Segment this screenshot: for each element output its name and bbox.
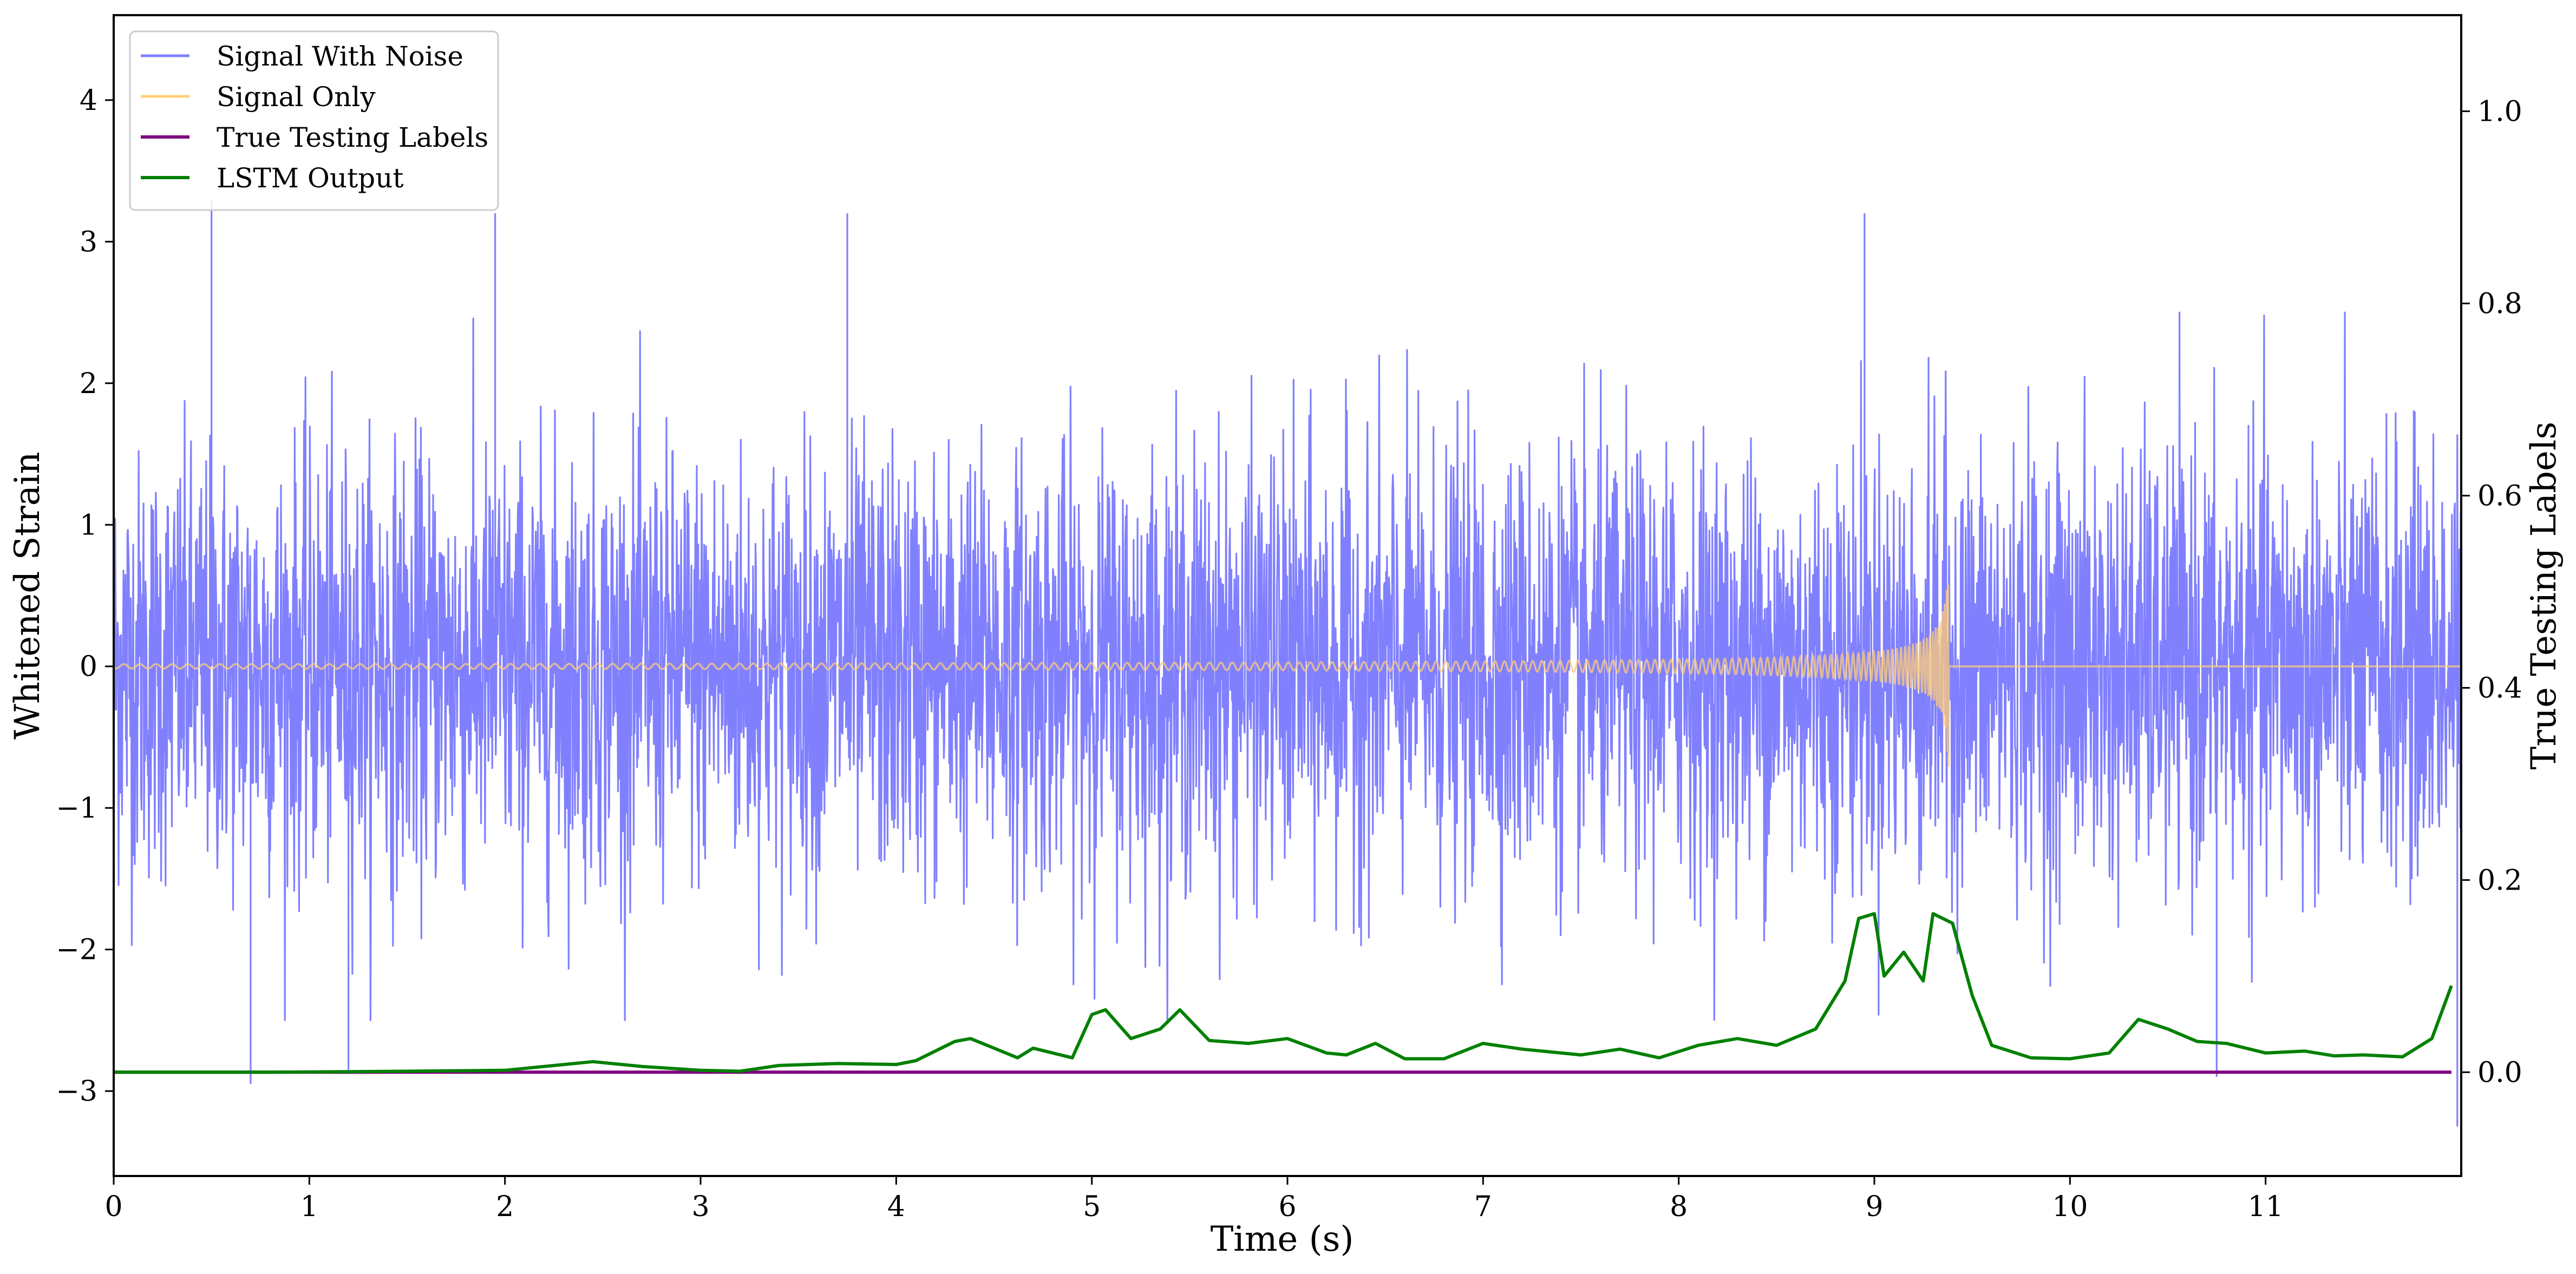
legend-label: True Testing Labels <box>217 122 488 153</box>
y-tick-label: 1 <box>80 509 97 541</box>
x-tick-label: 3 <box>691 1191 709 1223</box>
y-tick-label: 4 <box>80 84 97 117</box>
y-tick-label: −1 <box>56 792 97 825</box>
series-lstm-output <box>114 912 2453 1074</box>
x-tick-label: 8 <box>1670 1191 1688 1223</box>
x-tick-label: 10 <box>2052 1191 2088 1223</box>
y-axis-label: Whitened Strain <box>8 452 48 739</box>
y2-tick-label: 0.6 <box>2477 480 2522 512</box>
y2-tick-label: 0.0 <box>2477 1056 2522 1089</box>
x-tick-label: 1 <box>300 1191 318 1223</box>
x-tick-label: 7 <box>1474 1191 1492 1223</box>
x-tick-label: 2 <box>496 1191 514 1223</box>
y-tick-label: 3 <box>80 226 97 258</box>
x-tick-label: 6 <box>1278 1191 1296 1223</box>
y-tick-label: −3 <box>56 1075 97 1108</box>
x-tick-label: 0 <box>104 1191 122 1223</box>
legend-box <box>129 30 499 211</box>
y-axis-left: −3 −2 −1 0 1 2 3 4 <box>56 84 114 1108</box>
y-tick-label: −2 <box>56 934 97 966</box>
x-axis: 0 1 2 3 4 5 6 7 8 9 10 11 <box>104 1176 2284 1223</box>
y-tick-label: 0 <box>80 651 97 683</box>
legend: Signal With Noise Signal Only True Testing… <box>129 30 499 211</box>
x-tick-label: 9 <box>1865 1191 1883 1223</box>
legend-label: Signal Only <box>217 81 376 113</box>
x-tick-label: 5 <box>1083 1191 1101 1223</box>
y-tick-label: 2 <box>80 368 97 400</box>
series-signal-with-noise <box>114 199 2461 1127</box>
y2-tick-label: 0.8 <box>2477 288 2522 320</box>
x-tick-label: 11 <box>2248 1191 2284 1223</box>
y2-tick-label: 0.2 <box>2477 864 2522 897</box>
y2-axis-label: True Testing Labels <box>2524 422 2564 770</box>
y2-tick-label: 1.0 <box>2477 95 2522 128</box>
y-axis-right: 0.0 0.2 0.4 0.6 0.8 1.0 <box>2461 95 2522 1089</box>
legend-label: Signal With Noise <box>217 41 463 72</box>
y2-tick-label: 0.4 <box>2477 672 2522 704</box>
x-axis-label: Time (s) <box>1211 1219 1354 1259</box>
x-tick-label: 4 <box>887 1191 905 1223</box>
series-signal-only <box>114 584 2461 767</box>
plot-area <box>114 199 2461 1127</box>
legend-label: LSTM Output <box>217 162 403 194</box>
